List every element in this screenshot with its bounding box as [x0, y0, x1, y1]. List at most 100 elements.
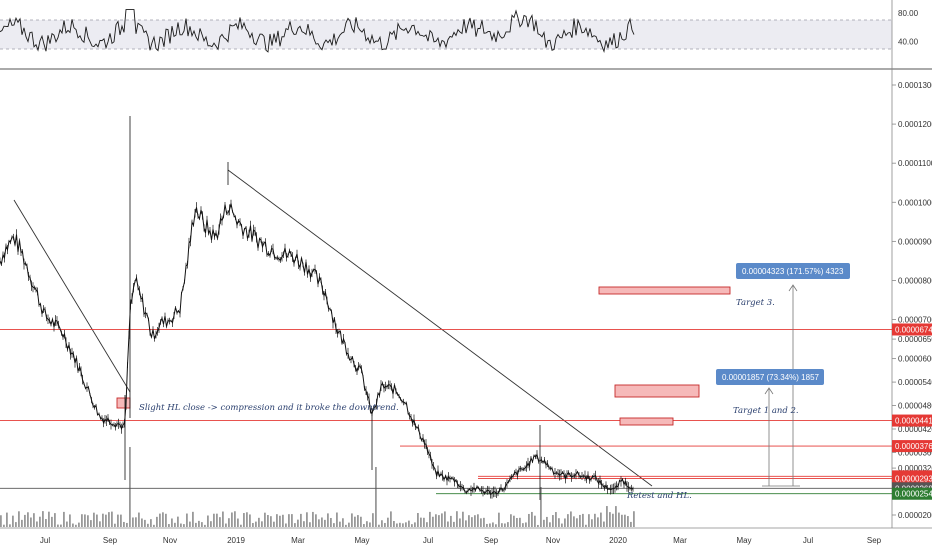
- level-price-label: 0.00002544: [895, 490, 932, 499]
- oscillator-axis-label: 40.00: [898, 38, 919, 47]
- level-price-label: 0.00006746: [895, 325, 932, 334]
- volume-bar: [528, 513, 530, 527]
- level-price-tag: [892, 414, 932, 427]
- volume-bar: [246, 512, 248, 527]
- price-axis-label: 0.00004800: [898, 402, 932, 411]
- price-axis-label: 0.00002000: [898, 511, 932, 520]
- volume-bar: [315, 514, 317, 527]
- horizontal-levels: [0, 329, 892, 495]
- volume-bar: [348, 522, 350, 527]
- volume-bar: [582, 513, 584, 527]
- time-axis-label: May: [736, 536, 751, 545]
- volume-bar: [177, 516, 179, 527]
- level-price-label: 0.00004416: [895, 417, 932, 426]
- volume-bar: [393, 521, 395, 527]
- price-axis-label: 0.00008000: [898, 276, 932, 285]
- target-1-zone: [619, 417, 674, 426]
- volume-bar: [456, 511, 458, 527]
- volume-bar: [612, 513, 614, 527]
- volume-bar: [336, 512, 338, 527]
- volume-bar: [375, 467, 377, 527]
- time-axis-label: 2019: [227, 536, 245, 545]
- volume-bar: [45, 519, 47, 527]
- time-axis-label: Mar: [673, 536, 687, 545]
- volume-bar: [252, 522, 254, 527]
- volume-bar: [396, 523, 398, 527]
- volume-bar: [444, 511, 446, 527]
- annotation-target-1-2: Target 1 and 2.: [733, 406, 799, 416]
- volume-bar: [381, 520, 383, 527]
- volume-bar: [186, 513, 188, 527]
- volume-bar: [0, 515, 2, 527]
- volume-bar: [537, 524, 539, 527]
- volume-bar: [108, 512, 110, 527]
- volume-bar: [534, 515, 536, 527]
- price-axis-label: 0.00009000: [898, 237, 932, 246]
- volume-bar: [432, 516, 434, 527]
- volume-bar: [630, 521, 632, 527]
- volume-bar: [57, 524, 59, 527]
- volume-bar: [588, 514, 590, 527]
- volume-bar: [9, 524, 11, 527]
- oscillator-band: [0, 20, 892, 49]
- volume-bar: [42, 511, 44, 527]
- annotation-retest: Retest and HL.: [626, 491, 692, 501]
- volume-bar: [384, 522, 386, 527]
- volume-bar: [459, 518, 461, 527]
- volume-bar: [99, 521, 101, 527]
- price-level-tags: 0.000067460.000044160.000037630.00002989…: [892, 323, 932, 500]
- volume-bar: [522, 523, 524, 527]
- volume-bar: [318, 519, 320, 527]
- volume-bar: [132, 517, 134, 527]
- volume-bar: [87, 515, 89, 527]
- volume-bar: [549, 522, 551, 527]
- volume-bar: [585, 524, 587, 527]
- volume-bar: [195, 522, 197, 527]
- volume-bar: [351, 513, 353, 527]
- time-axis-label: Nov: [546, 536, 560, 545]
- volume-bar: [504, 523, 506, 527]
- volume-bar: [27, 512, 29, 527]
- volume-bar: [321, 517, 323, 527]
- volume-bar: [126, 522, 128, 527]
- volume-bar: [333, 523, 335, 527]
- volume-bar: [621, 514, 623, 527]
- volume-bar: [417, 513, 419, 527]
- price-axis-label: 0.00006500: [898, 335, 932, 344]
- measure-label-target-2: 0.00001857 (73.34%) 1857: [722, 373, 820, 382]
- volume-bar: [198, 520, 200, 527]
- breakout-zone: [116, 397, 131, 409]
- volume-bar: [33, 513, 35, 527]
- volume-bar: [12, 515, 14, 527]
- volume-bar: [162, 512, 164, 527]
- volume-bar: [471, 517, 473, 527]
- volume-bar: [462, 511, 464, 527]
- volume-bar: [255, 521, 257, 527]
- volume-bar: [282, 514, 284, 527]
- measure-label-box-target-2: [716, 369, 824, 385]
- volume-bar: [96, 514, 98, 527]
- volume-bar: [243, 513, 245, 527]
- oscillator-y-axis: 80.00 40.00: [898, 9, 919, 47]
- volume-bar: [6, 512, 8, 527]
- price-axis-label: 0.00004200: [898, 425, 932, 434]
- volume-bar: [615, 506, 617, 527]
- volume-bar: [297, 519, 299, 527]
- volume-bar: [123, 521, 125, 527]
- volume-bar: [609, 512, 611, 527]
- volume-bar: [30, 517, 32, 527]
- volume-bar: [75, 524, 77, 527]
- oscillator-axis-label: 80.00: [898, 9, 919, 18]
- measure-label-target-3: 0.00004323 (171.57%) 4323: [742, 267, 844, 276]
- level-price-tag: [892, 472, 932, 485]
- volume-bar: [192, 511, 194, 527]
- volume-bar: [291, 514, 293, 527]
- volume-bar: [561, 523, 563, 527]
- volume-bar: [183, 524, 185, 527]
- volume-bar: [174, 522, 176, 527]
- volume-bar: [423, 517, 425, 527]
- volume-bar: [339, 521, 341, 527]
- volume-bar: [453, 521, 455, 527]
- volume-bar: [237, 518, 239, 527]
- volume-bar: [468, 515, 470, 527]
